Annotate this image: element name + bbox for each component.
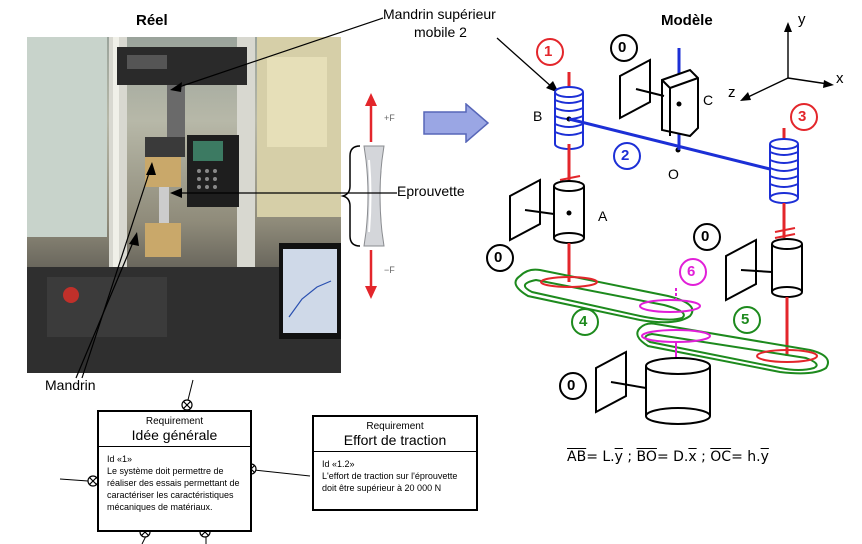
upper-chuck-label-line1: Mandrin supérieur [383, 6, 496, 22]
point-o-label: O [668, 166, 679, 182]
unit-x: x [688, 449, 697, 465]
part-num-0-bottom: 0 [567, 377, 576, 394]
point-a-label: A [598, 208, 608, 224]
model-title: Modèle [661, 12, 713, 29]
point-c-label: C [703, 92, 714, 108]
force-up-arrowhead [365, 93, 377, 106]
requirement-body: Id «1» Le système doit permettre de réal… [99, 447, 250, 519]
part-circle-6 [679, 258, 707, 286]
requirement-text-line: caractériser les caractéristiques [107, 490, 234, 500]
requirement-text-line: L'effort de traction sur l'éprouvette [322, 471, 458, 481]
requirement-body: Id «1.2» L'effort de traction sur l'épro… [314, 452, 476, 500]
part-num-0-right: 0 [701, 228, 710, 245]
requirement-text-line: doit être supérieur à 20 000 N [322, 483, 442, 493]
formula-eq-1: = L. [586, 449, 615, 465]
part-num-5: 5 [741, 311, 750, 328]
requirement-traction-force: Requirement Effort de traction Id «1.2» … [312, 415, 478, 511]
part-num-3: 3 [798, 108, 807, 125]
specimen-label: Eprouvette [397, 183, 465, 199]
part-circle-4 [571, 308, 599, 336]
part-num-4: 4 [579, 313, 588, 330]
part-num-0-left: 0 [494, 249, 503, 266]
belt-4 [514, 268, 694, 324]
part-num-2: 2 [621, 147, 630, 164]
real-title: Réel [136, 12, 168, 29]
unit-y-1: y [614, 449, 623, 465]
upper-chuck-label-line2: mobile 2 [414, 24, 467, 40]
specimen-brace [340, 145, 361, 247]
force-plus-label: +F [384, 113, 395, 123]
spring-right [769, 138, 799, 204]
requirement-name: Idée générale [99, 427, 250, 447]
belt-5 [636, 322, 829, 375]
pulley-6 [639, 299, 701, 313]
specimen-illustration [340, 93, 385, 299]
unit-y-2: y [760, 449, 769, 465]
requirement-id: Id «1.2» [322, 459, 355, 469]
part-num-1: 1 [544, 43, 553, 60]
part-circle-1 [536, 38, 564, 66]
part-circle-0-left [486, 244, 514, 272]
formula-eq-3: = h. [731, 449, 761, 465]
axis-z-label: z [728, 84, 736, 101]
transition-arrow-icon [423, 103, 490, 143]
vector-formula: AB= L.y ; BO= D.x ; OC= h.y [567, 449, 769, 465]
part-circle-3 [790, 103, 818, 131]
part-num-6: 6 [687, 263, 696, 280]
axis-x-label: x [836, 70, 844, 87]
chuck-label: Mandrin [45, 377, 96, 393]
part-circle-5 [733, 306, 761, 334]
requirement-stereotype: Requirement [145, 416, 204, 427]
vector-ab: AB [567, 449, 587, 465]
part-circle-0-top [610, 34, 638, 62]
formula-eq-2: = D. [656, 449, 689, 465]
testing-machine-photo [27, 37, 341, 373]
requirement-name: Effort de traction [314, 432, 476, 452]
part-circle-0-bottom [559, 372, 587, 400]
part-circle-0-right [693, 223, 721, 251]
requirement-general-idea: Requirement Idée générale Id «1» Le syst… [97, 410, 252, 532]
axes-icon [745, 28, 829, 99]
requirement-text-line: mécaniques de matériaux. [107, 502, 213, 512]
requirement-id: Id «1» [107, 454, 133, 464]
formula-sep-2: ; [696, 449, 711, 465]
axis-y-label: y [798, 11, 806, 28]
vector-bo: BO [636, 449, 657, 465]
part-circle-2 [613, 142, 641, 170]
force-minus-label: −F [384, 265, 395, 275]
part-num-0-top: 0 [618, 39, 627, 56]
vector-oc: OC [710, 449, 732, 465]
force-down-arrowhead [365, 286, 377, 299]
motor-cylinder [645, 357, 711, 425]
requirement-stereotype: Requirement [366, 421, 424, 432]
requirement-text-line: Le système doit permettre de [107, 466, 224, 476]
point-b-label: B [533, 108, 543, 124]
cylinder-right [771, 238, 803, 298]
part-number-circles [486, 34, 818, 400]
formula-sep-1: ; [622, 449, 637, 465]
requirement-text-line: réaliser des essais permettant de [107, 478, 240, 488]
